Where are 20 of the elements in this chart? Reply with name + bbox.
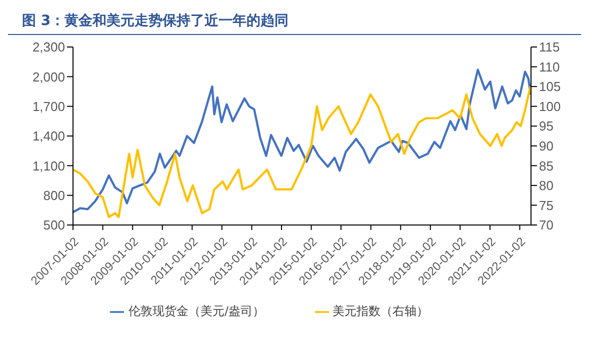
y2-tick-label: 80 bbox=[539, 178, 554, 194]
y2-tick-label: 110 bbox=[539, 59, 560, 74]
y2-tick-label: 90 bbox=[539, 138, 554, 154]
y2-tick-label: 70 bbox=[539, 218, 554, 233]
y2-tick-label: 105 bbox=[539, 79, 561, 94]
y2-tick-label: 95 bbox=[539, 118, 554, 134]
chart-title: 图 3：黄金和美元走势保持了近一年的趋同 bbox=[8, 8, 581, 35]
y2-tick-label: 85 bbox=[539, 158, 554, 174]
y-tick-label: 500 bbox=[43, 218, 65, 233]
legend-label: 伦敦现货金（美元/盎司） bbox=[128, 304, 265, 318]
y-tick-label: 1,400 bbox=[32, 128, 65, 144]
y2-tick-label: 115 bbox=[539, 40, 560, 55]
y-tick-label: 1,100 bbox=[32, 158, 65, 174]
y-tick-label: 2,300 bbox=[32, 40, 65, 55]
y-tick-label: 2,000 bbox=[32, 69, 65, 84]
y-tick-label: 1,700 bbox=[32, 98, 65, 114]
y-tick-label: 800 bbox=[43, 188, 65, 203]
legend-label: 美元指数（右轴） bbox=[332, 304, 429, 318]
y2-tick-label: 100 bbox=[539, 98, 561, 114]
y2-tick-label: 75 bbox=[539, 198, 554, 213]
